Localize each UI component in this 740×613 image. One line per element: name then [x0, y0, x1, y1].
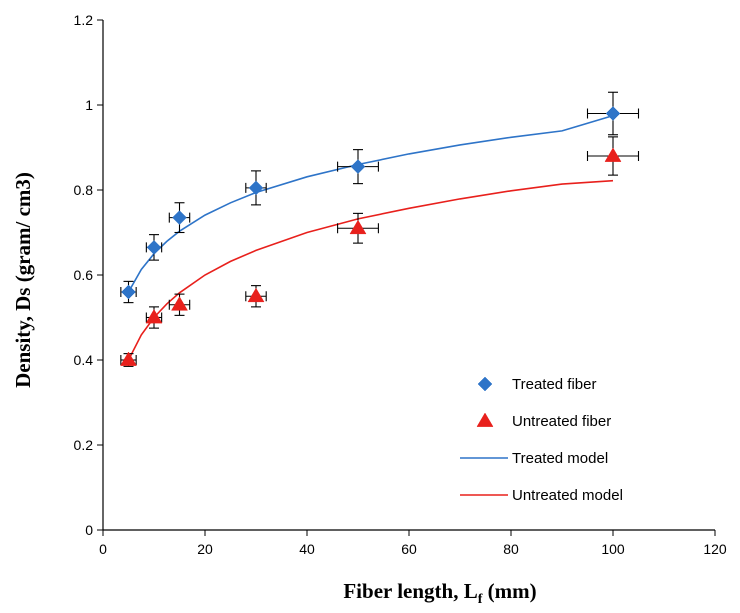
treated-fiber-point	[350, 159, 366, 174]
legend-label-untreated-model: Untreated model	[512, 487, 623, 504]
y-tick-label: 0.6	[74, 267, 94, 283]
y-tick-label: 0.4	[74, 352, 94, 368]
y-axis-title: Density, Ds (gram/ cm3)	[11, 172, 35, 388]
treated-model-line	[127, 114, 614, 293]
legend-label-untreated-fiber: Untreated fiber	[512, 413, 611, 430]
x-tick-label: 60	[401, 541, 417, 557]
axes: 0 0.2 0.4 0.6 0.8 1 1.2 0 20 40 60 80 100 120	[74, 12, 727, 557]
y-tick-label: 1	[85, 97, 93, 113]
legend-item-untreated-model: Untreated model	[460, 487, 623, 504]
legend: Treated fiber Untreated fiber Treated mode…	[460, 376, 623, 504]
legend-label-treated-model: Treated model	[512, 450, 608, 467]
legend-item-untreated-fiber: Untreated fiber	[476, 412, 611, 430]
legend-item-treated-fiber: Treated fiber	[477, 376, 597, 393]
treated-fiber-point	[172, 210, 187, 225]
x-axis-title: Fiber length, Lf (mm)	[343, 579, 536, 607]
legend-marker-treated-fiber	[477, 376, 493, 392]
untreated-fiber-point	[604, 147, 622, 162]
legend-marker-untreated-fiber	[476, 412, 494, 427]
treated-fiber-point	[146, 240, 162, 255]
legend-label-treated-fiber: Treated fiber	[512, 376, 597, 393]
treated-fiber-group	[120, 91, 640, 304]
untreated-fiber-point	[171, 296, 188, 311]
x-tick-label: 80	[503, 541, 519, 557]
x-axis-title-sub: f	[478, 592, 483, 607]
x-axis-title-main: Fiber length, L	[343, 579, 477, 603]
untreated-fiber-point	[247, 287, 265, 303]
x-axis-title-unit: (mm)	[482, 579, 536, 603]
x-tick-label: 20	[197, 541, 213, 557]
legend-item-treated-model: Treated model	[460, 450, 608, 467]
x-tick-label: 100	[601, 541, 625, 557]
untreated-fiber-group	[120, 136, 640, 367]
treated-fiber-point	[605, 106, 621, 121]
x-tick-label: 120	[703, 541, 727, 557]
treated-fiber-point	[121, 284, 136, 300]
y-tick-label: 1.2	[74, 12, 94, 28]
untreated-model-line	[127, 179, 614, 361]
x-tick-label: 40	[299, 541, 315, 557]
y-tick-label: 0	[85, 522, 93, 538]
series-layer	[120, 91, 640, 367]
y-tick-label: 0.2	[74, 437, 94, 453]
x-tick-label: 0	[99, 541, 107, 557]
treated-fiber-point	[248, 180, 264, 196]
untreated-fiber-point	[120, 351, 137, 366]
untreated-fiber-point	[145, 309, 163, 324]
y-tick-label: 0.8	[74, 182, 94, 198]
untreated-fiber-point	[349, 219, 367, 235]
